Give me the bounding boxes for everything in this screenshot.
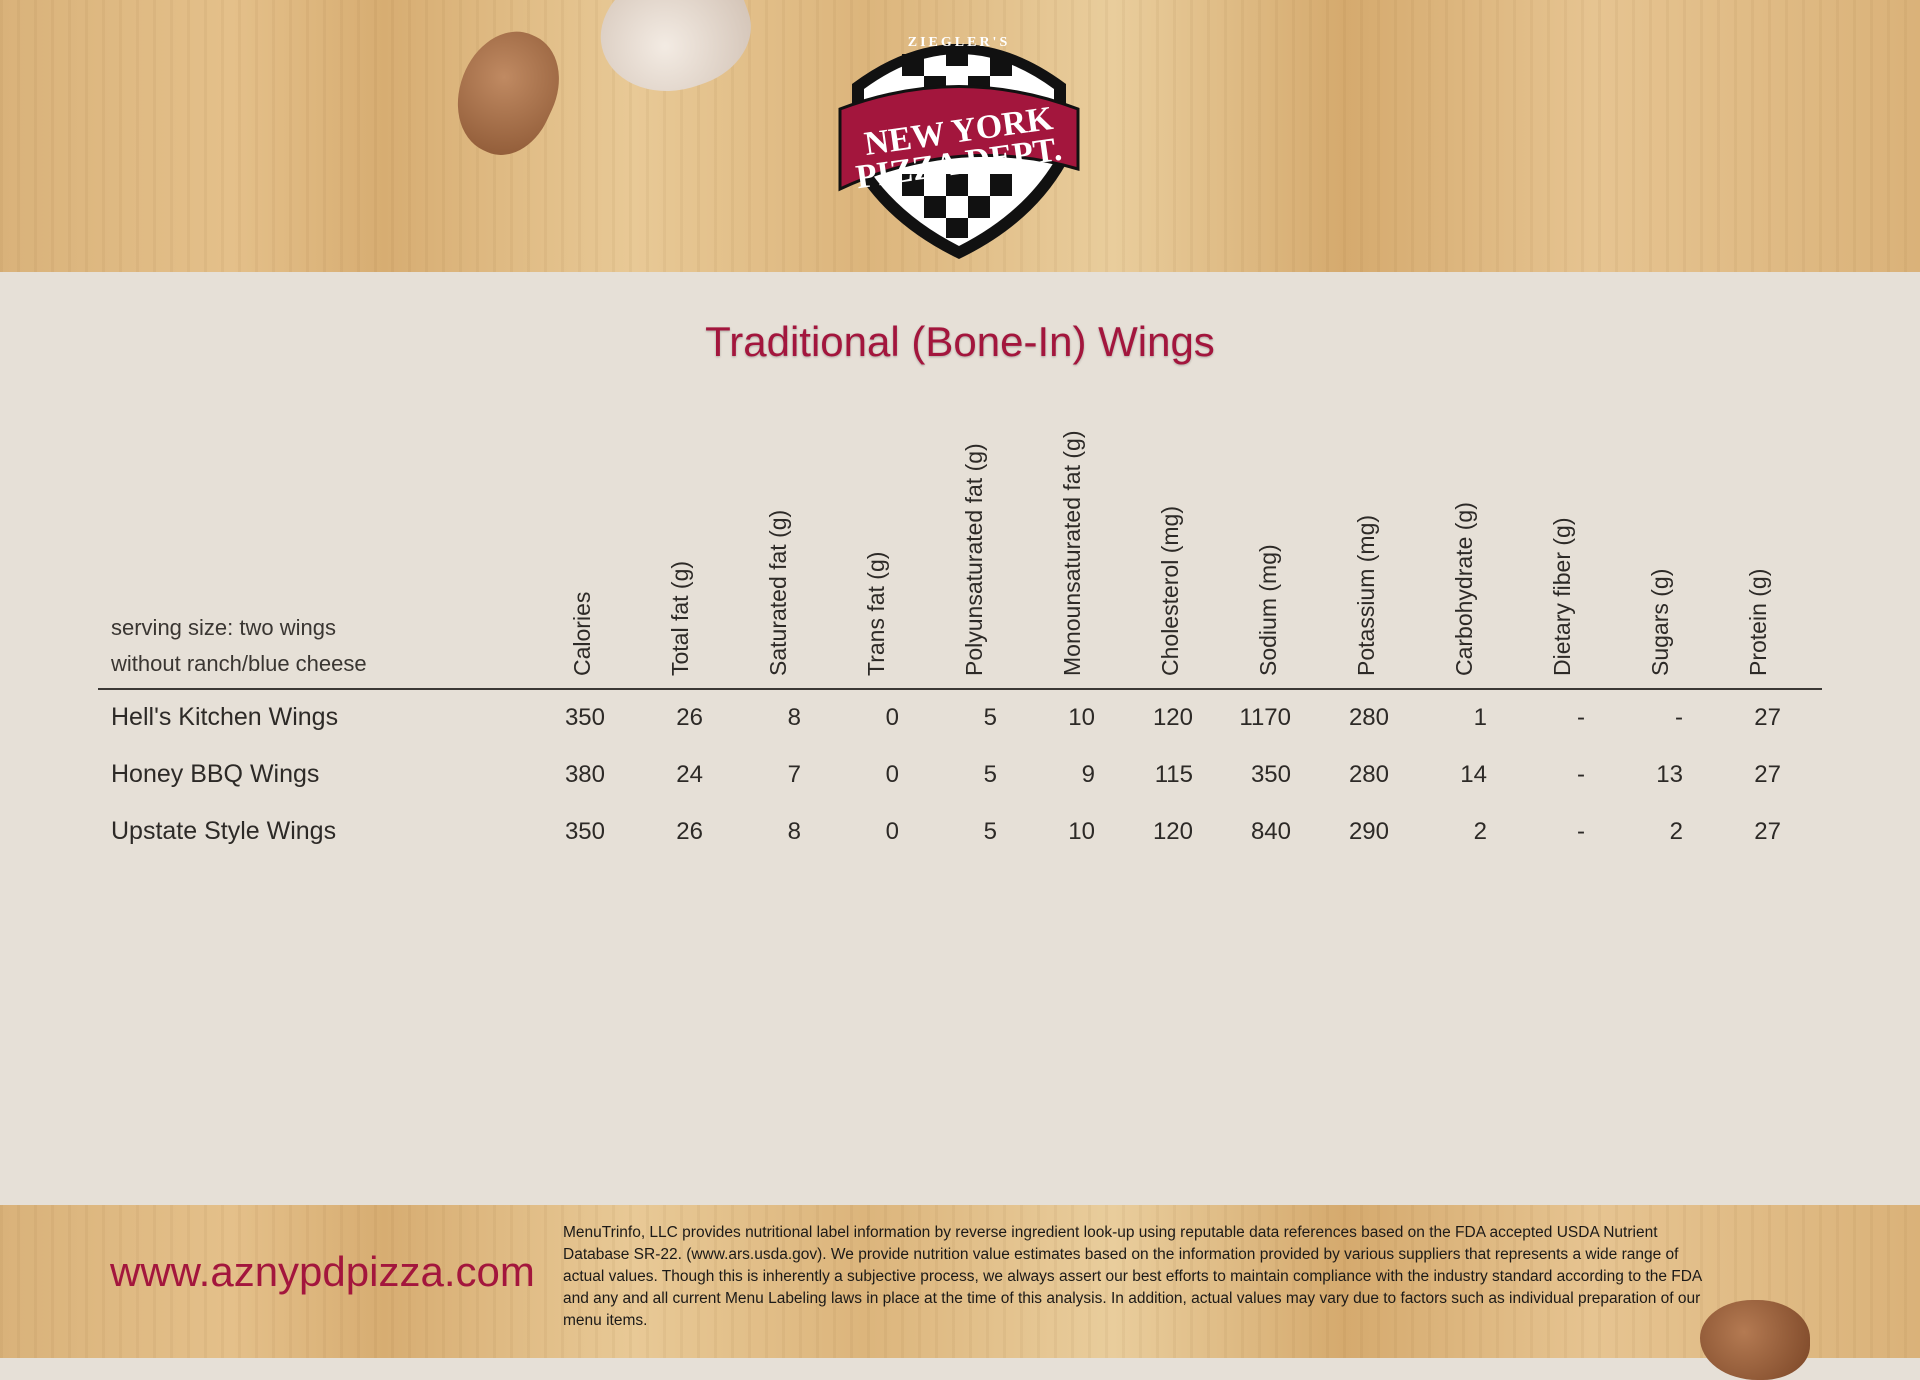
table-cell: 14	[1460, 761, 1487, 788]
table-cell: 120	[1152, 818, 1193, 845]
table-cell: 5	[983, 818, 997, 845]
row-label: Honey BBQ Wings	[111, 760, 320, 788]
column-header-label: Potassium (mg)	[1353, 514, 1379, 676]
website-link[interactable]: www.aznypdpizza.com	[110, 1248, 535, 1295]
table-cell: 0	[885, 818, 899, 845]
table-cell: 27	[1754, 761, 1781, 788]
serving-size-line2: without ranch/blue cheese	[111, 651, 367, 676]
table-cell: -	[1577, 761, 1585, 788]
table-cell: 350	[564, 704, 605, 731]
table-cell: -	[1577, 704, 1585, 731]
table-cell: 27	[1754, 704, 1781, 731]
logo-top-text: ZIEGLER'S	[908, 35, 1010, 50]
table-cell: 7	[787, 761, 801, 788]
table-cell: 10	[1068, 818, 1095, 845]
column-header-label: Sugars (g)	[1647, 568, 1673, 676]
column-header-label: Dietary fiber (g)	[1549, 517, 1575, 676]
table-cell: 1	[1473, 704, 1487, 731]
table-cell: -	[1577, 818, 1585, 845]
table-cell: 8	[787, 818, 801, 845]
table-cell: 8	[787, 704, 801, 731]
column-header-label: Cholesterol (mg)	[1157, 506, 1183, 676]
table-cell: 2	[1669, 818, 1683, 845]
table-cell: 120	[1152, 704, 1193, 731]
table-cell: 5	[983, 704, 997, 731]
page-title: Traditional (Bone-In) Wings	[705, 318, 1215, 365]
table-cell: -	[1675, 704, 1683, 731]
table-cell: 13	[1656, 761, 1683, 788]
nypd-pizza-logo: NEW YORK PIZZA DEPT. ZIEGLER'S	[838, 35, 1080, 259]
garlic-clove-image	[438, 15, 577, 170]
column-header-label: Protein (g)	[1745, 568, 1771, 676]
column-header-label: Total fat (g)	[667, 560, 693, 676]
column-header-label: Polyunsaturated fat (g)	[961, 443, 987, 676]
content-panel	[2, 272, 1920, 1205]
column-header-label: Trans fat (g)	[863, 551, 889, 676]
header-divider	[98, 688, 1822, 690]
table-cell: 115	[1154, 761, 1193, 788]
table-cell: 1170	[1239, 704, 1291, 731]
table-cell: 350	[1250, 761, 1291, 788]
table-cell: 9	[1081, 761, 1095, 788]
table-cell: 24	[676, 761, 703, 788]
disclaimer-text: MenuTrinfo, LLC provides nutritional lab…	[563, 1224, 1702, 1329]
table-cell: 27	[1754, 818, 1781, 845]
column-header-label: Calories	[569, 591, 595, 676]
row-label: Upstate Style Wings	[111, 817, 337, 845]
table-cell: 350	[564, 818, 605, 845]
table-cell: 26	[676, 818, 703, 845]
table-cell: 2	[1473, 818, 1487, 845]
table-cell: 380	[564, 761, 605, 788]
table-cell: 280	[1348, 761, 1389, 788]
column-header-label: Sodium (mg)	[1255, 544, 1281, 676]
table-cell: 0	[885, 761, 899, 788]
table-cell: 280	[1348, 704, 1389, 731]
table-cell: 0	[885, 704, 899, 731]
table-cell: 5	[983, 761, 997, 788]
garlic-clove-image	[584, 0, 766, 113]
table-cell: 26	[676, 704, 703, 731]
wood-footer-background	[0, 1205, 1920, 1380]
serving-size-line1: serving size: two wings	[111, 615, 336, 640]
column-header-label: Carbohydrate (g)	[1451, 502, 1477, 676]
table-cell: 290	[1348, 818, 1389, 845]
column-header-label: Monounsaturated fat (g)	[1059, 430, 1085, 676]
column-header-label: Saturated fat (g)	[765, 509, 791, 676]
row-label: Hell's Kitchen Wings	[111, 703, 339, 731]
table-cell: 10	[1068, 704, 1095, 731]
table-cell: 840	[1250, 818, 1291, 845]
